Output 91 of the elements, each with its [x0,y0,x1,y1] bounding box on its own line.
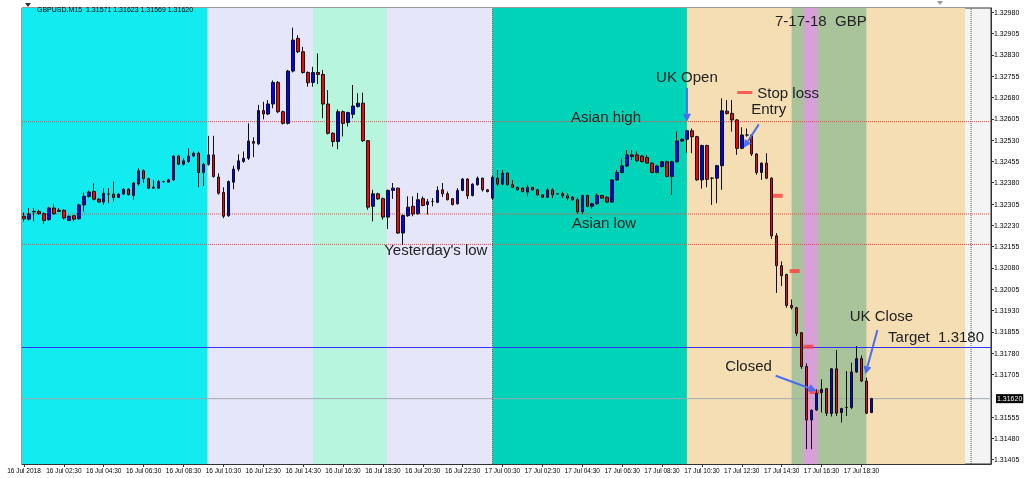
candlestick [830,367,833,418]
ref-line-label: Target 1.3180 [888,328,984,346]
candlestick [252,136,255,158]
candlestick [212,135,215,179]
candlestick [112,181,115,202]
candlestick [227,179,230,218]
candlestick [835,349,838,417]
candlestick [237,153,240,172]
legend-label: Stop loss [757,84,819,101]
candlestick [531,186,534,192]
candlestick [127,187,130,197]
candlestick [506,172,509,187]
candlestick [197,150,200,188]
candlestick [860,354,863,383]
candlestick [800,331,803,370]
candlestick [795,306,798,337]
candlestick [451,197,454,206]
candlestick [257,104,260,146]
candlestick [247,122,250,161]
candlestick [755,152,758,176]
candlestick [192,150,195,158]
candlestick [441,182,444,198]
candlestick [526,184,529,198]
candlestick [516,186,519,192]
candlestick [122,187,125,196]
candlestick [222,186,225,219]
annotation: Entry [751,100,787,118]
candlestick [137,167,140,187]
candlestick [850,362,853,410]
candlestick [117,192,120,199]
candlestick [202,162,205,187]
candlestick [152,179,155,190]
candlestick [446,191,449,201]
candlestick [157,179,160,190]
candlestick [845,370,848,417]
candlestick [456,187,459,206]
candlestick [825,387,828,417]
candlestick [182,157,185,167]
candlestick [770,176,773,240]
candlestick [207,135,210,167]
candlestick [840,407,843,424]
candlestick [546,187,549,199]
candlestick [491,175,494,201]
annotation: Yesterday's low [384,241,488,259]
candlestick [775,232,778,294]
candlestick [232,165,235,190]
candlestick [107,187,110,204]
candlestick [581,194,584,215]
candlestick [536,188,539,197]
candlestick [142,168,145,184]
candlestick [511,179,514,189]
candlestick [760,161,763,181]
candlestick [461,177,464,192]
annotation: Closed [725,357,772,375]
candlestick [870,397,873,414]
candlestick [551,187,554,199]
candlestick [805,362,808,450]
annotation: Asian low [571,213,637,231]
candlestick [132,181,135,201]
candlestick [217,172,220,196]
candlestick [571,195,574,202]
candlestick [501,169,504,186]
chart-title: 7-17-18 GBP [775,12,867,29]
candlestick [436,185,439,204]
candlestick [785,273,788,309]
candlestick [466,177,469,200]
candlestick [147,177,150,190]
candlestick [566,192,569,201]
candlestick [167,178,170,184]
candlestick [815,388,818,412]
candlestick [471,182,474,197]
candlestick [865,377,868,415]
candlestick [820,378,823,414]
annotation: Asian high [570,107,642,125]
candlestick [780,260,783,287]
annotation: UK Close [849,306,914,324]
candlestick [541,193,544,199]
candlestick [481,177,484,193]
candlestick [496,169,499,187]
candlestick [810,408,813,450]
candlestick [177,154,180,166]
candlestick [187,147,190,164]
candlestick [855,345,858,374]
candlestick [242,150,245,164]
candlestick [561,191,564,199]
candlestick [576,196,579,215]
candlestick [521,186,524,193]
candlestick [765,152,768,180]
candlestick [172,154,175,182]
candlestick [476,175,479,187]
candlestick [790,299,793,310]
